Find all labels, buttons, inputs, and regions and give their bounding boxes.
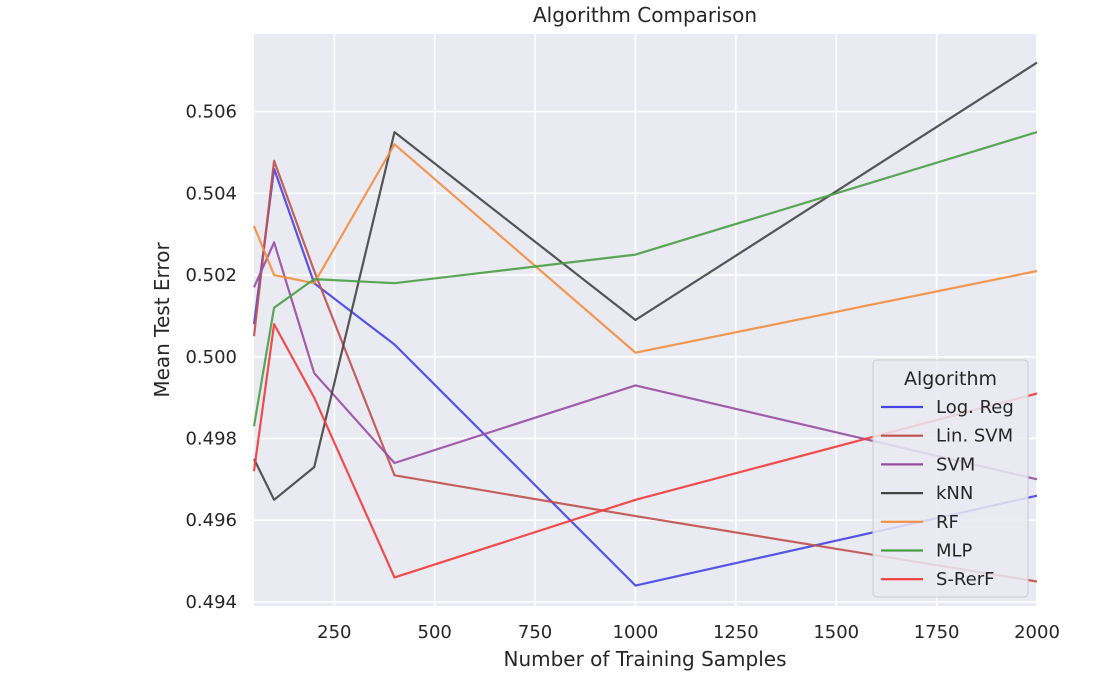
legend: Algorithm Log. Reg Lin. SVM SVM kNN RF MLP S-R… — [872, 359, 1029, 598]
y-axis-ticks: 0.494 0.496 0.498 0.500 0.502 0.504 0.506 — [185, 102, 237, 613]
y-tick-label: 0.498 — [185, 428, 237, 449]
legend-item-label: S-RerF — [936, 569, 994, 590]
x-axis-ticks: 250 500 750 1000 1250 1500 1750 2000 — [317, 622, 1060, 643]
legend-box — [872, 359, 1029, 598]
x-tick-label: 500 — [418, 622, 452, 643]
series-line-rf — [252, 143, 1038, 354]
series-line-svm — [252, 241, 1038, 481]
y-tick-label: 0.504 — [185, 183, 237, 204]
x-tick-label: 1000 — [613, 622, 659, 643]
x-tick-label: 1750 — [914, 622, 960, 643]
legend-item-label: SVM — [936, 454, 975, 475]
y-tick-label: 0.494 — [185, 592, 237, 613]
x-tick-label: 1500 — [813, 622, 859, 643]
series-line-mlp — [252, 131, 1038, 427]
legend-item-label: kNN — [936, 483, 973, 504]
legend-item-label: Lin. SVM — [936, 426, 1013, 447]
legend-item-label: Log. Reg — [936, 397, 1014, 418]
y-axis-label: Mean Test Error — [150, 242, 174, 398]
x-tick-label: 2000 — [1014, 622, 1060, 643]
y-tick-label: 0.496 — [185, 510, 237, 531]
series-line-lin-svm — [252, 159, 1038, 583]
y-tick-label: 0.500 — [185, 347, 237, 368]
series-lines — [252, 61, 1038, 587]
x-axis-label: Number of Training Samples — [503, 647, 786, 671]
chart-title: Algorithm Comparison — [533, 3, 757, 27]
x-tick-label: 1250 — [713, 622, 759, 643]
series-line-s-rerf — [252, 323, 1038, 579]
x-tick-label: 250 — [317, 622, 351, 643]
legend-title: Algorithm — [904, 368, 997, 390]
series-line-knn — [253, 61, 1038, 501]
y-tick-label: 0.502 — [185, 265, 237, 286]
y-tick-label: 0.506 — [185, 102, 237, 123]
legend-item-label: MLP — [936, 541, 973, 562]
legend-item-label: RF — [936, 512, 959, 533]
x-tick-label: 750 — [518, 622, 552, 643]
